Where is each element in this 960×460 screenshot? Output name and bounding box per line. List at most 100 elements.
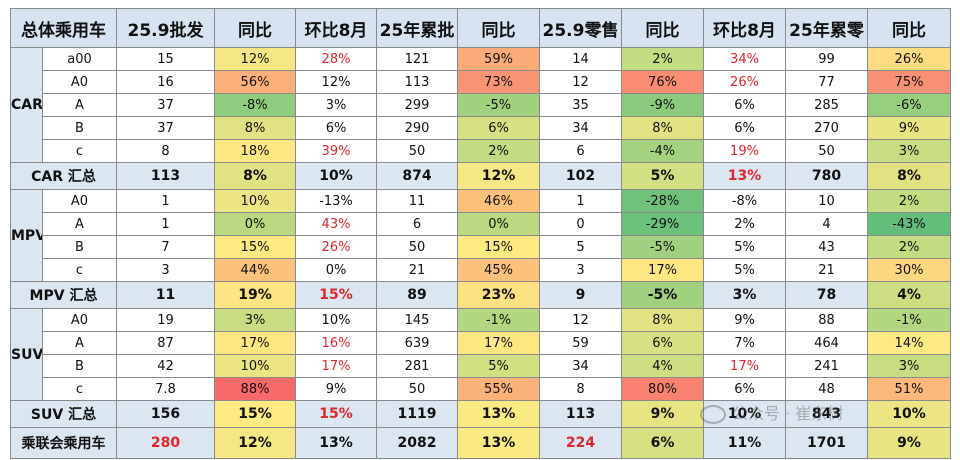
summary-cell: 1119 xyxy=(376,400,458,428)
row-cell: 11 xyxy=(376,189,458,213)
row-cell: 639 xyxy=(376,331,458,355)
row-cell: 43% xyxy=(295,212,377,236)
row-cell: 4% xyxy=(621,354,704,378)
row-cell: 88 xyxy=(785,308,868,332)
total-cell: 224 xyxy=(539,427,622,459)
summary-cell: 5% xyxy=(621,162,704,190)
row-cell: 42 xyxy=(116,354,215,378)
table-row: A 87 17% 16% 639 17% 59 6% 7% 464 14% xyxy=(11,331,951,355)
header-row: 总体乘用车 25.9批发 同比 环比8月 25年累批 同比 25.9零售 同比 环比8月 25年累… xyxy=(10,8,951,48)
row-cell: 77 xyxy=(785,70,868,94)
row-cell: -8% xyxy=(703,189,786,213)
summary-cell: 8% xyxy=(214,162,296,190)
segment-label: B xyxy=(42,235,117,259)
row-cell: 43 xyxy=(785,235,868,259)
row-cell: -5% xyxy=(621,235,704,259)
row-cell: 12 xyxy=(539,308,622,332)
summary-cell: 13% xyxy=(703,162,786,190)
summary-cell: 23% xyxy=(457,281,540,309)
total-cell: 280 xyxy=(116,427,215,459)
row-cell: 19% xyxy=(703,139,786,163)
row-cell: 50 xyxy=(376,235,458,259)
row-cell: 12 xyxy=(539,70,622,94)
row-cell: 270 xyxy=(785,116,868,140)
segment-label: a00 xyxy=(42,47,117,71)
row-cell: 34% xyxy=(703,47,786,71)
row-cell: 6% xyxy=(457,116,540,140)
header-cell: 环比8月 xyxy=(703,8,786,48)
row-cell: 80% xyxy=(621,377,704,401)
row-cell: 2% xyxy=(867,235,951,259)
row-cell: 121 xyxy=(376,47,458,71)
total-cell: 11% xyxy=(703,427,786,459)
row-cell: 17% xyxy=(457,331,540,355)
segment-label: c xyxy=(42,258,117,282)
header-cell: 25.9批发 xyxy=(116,8,215,48)
summary-cell: 113 xyxy=(539,400,622,428)
row-cell: 7 xyxy=(116,235,215,259)
table-row: A 1 0% 43% 6 0% 0 -29% 2% 4 -43% xyxy=(11,212,951,236)
summary-cell: 11 xyxy=(116,281,215,309)
row-cell: 299 xyxy=(376,93,458,117)
header-cell: 25.9零售 xyxy=(539,8,622,48)
summary-row: SUV 汇总 156 15% 15% 1119 13% 113 9% 10% 843 10% xyxy=(10,400,951,428)
segment-label: B xyxy=(42,354,117,378)
row-cell: 5% xyxy=(703,258,786,282)
header-cell: 同比 xyxy=(457,8,540,48)
summary-cell: 3% xyxy=(703,281,786,309)
row-cell: 15 xyxy=(116,47,215,71)
summary-cell: 9 xyxy=(539,281,622,309)
row-cell: 6% xyxy=(621,331,704,355)
row-cell: 290 xyxy=(376,116,458,140)
row-cell: 3% xyxy=(295,93,377,117)
row-cell: 45% xyxy=(457,258,540,282)
row-cell: 0% xyxy=(295,258,377,282)
row-cell: 28% xyxy=(295,47,377,71)
header-cell: 25年累批 xyxy=(376,8,458,48)
table-row: c 8 18% 39% 50 2% 6 -4% 19% 50 3% xyxy=(11,139,951,163)
row-cell: 39% xyxy=(295,139,377,163)
summary-label: SUV 汇总 xyxy=(10,400,117,428)
row-cell: 99 xyxy=(785,47,868,71)
row-cell: 3 xyxy=(116,258,215,282)
summary-cell: 13% xyxy=(457,400,540,428)
row-cell: -4% xyxy=(621,139,704,163)
segment-label: A0 xyxy=(42,308,117,332)
row-cell: 6 xyxy=(539,139,622,163)
total-cell: 12% xyxy=(214,427,296,459)
row-cell: -5% xyxy=(457,93,540,117)
row-cell: 9% xyxy=(867,116,951,140)
row-cell: 0% xyxy=(214,212,296,236)
row-cell: 19 xyxy=(116,308,215,332)
segment-label: A0 xyxy=(42,189,117,213)
total-cell: 2082 xyxy=(376,427,458,459)
row-cell: 8 xyxy=(116,139,215,163)
table-row: A 37 -8% 3% 299 -5% 35 -9% 6% 285 -6% xyxy=(11,93,951,117)
row-cell: 0 xyxy=(539,212,622,236)
total-cell: 13% xyxy=(457,427,540,459)
summary-row: CAR 汇总 113 8% 10% 874 12% 102 5% 13% 780 8% xyxy=(10,162,951,190)
row-cell: 26% xyxy=(703,70,786,94)
row-cell: -9% xyxy=(621,93,704,117)
summary-cell: 4% xyxy=(867,281,951,309)
row-cell: 7.8 xyxy=(116,377,215,401)
row-cell: 10% xyxy=(214,189,296,213)
row-cell: 7% xyxy=(703,331,786,355)
row-cell: 17% xyxy=(214,331,296,355)
row-cell: -6% xyxy=(867,93,951,117)
row-cell: 26% xyxy=(867,47,951,71)
row-cell: 17% xyxy=(621,258,704,282)
summary-label: CAR 汇总 xyxy=(10,162,117,190)
row-cell: 55% xyxy=(457,377,540,401)
segment-label: A xyxy=(42,331,117,355)
summary-row: MPV 汇总 11 19% 15% 89 23% 9 -5% 3% 78 4% xyxy=(10,281,951,309)
row-cell: 16% xyxy=(295,331,377,355)
row-cell: 34 xyxy=(539,354,622,378)
row-cell: 12% xyxy=(214,47,296,71)
header-cell: 同比 xyxy=(867,8,951,48)
row-cell: 15% xyxy=(214,235,296,259)
segment-label: c xyxy=(42,377,117,401)
row-cell: 5 xyxy=(539,235,622,259)
row-cell: 51% xyxy=(867,377,951,401)
